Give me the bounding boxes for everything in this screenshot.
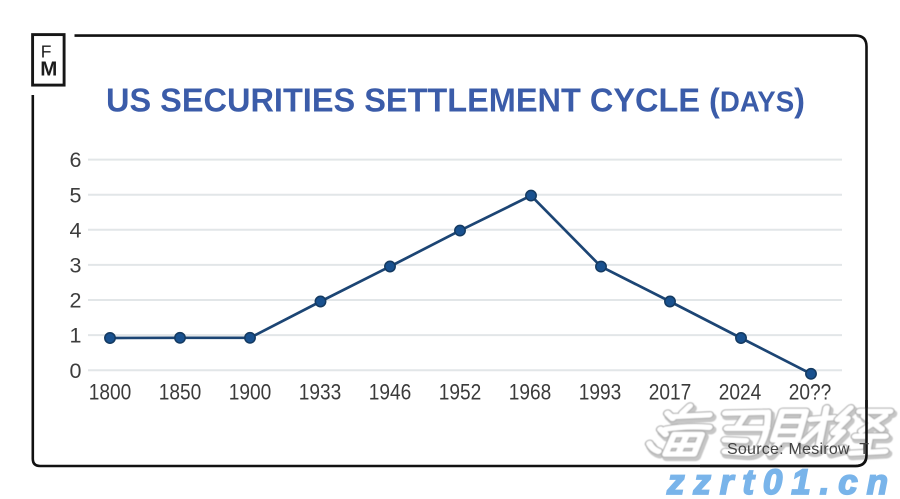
svg-text:3: 3: [70, 254, 82, 278]
svg-text:1: 1: [70, 324, 82, 348]
svg-text:1900: 1900: [229, 380, 272, 405]
svg-text:1968: 1968: [509, 380, 552, 405]
svg-text:1933: 1933: [299, 380, 342, 405]
svg-text:zzrt01.cn: zzrt01.cn: [666, 463, 888, 499]
svg-text:6: 6: [70, 148, 82, 172]
svg-text:2017: 2017: [649, 380, 692, 405]
svg-text:M: M: [40, 57, 57, 80]
svg-text:2024: 2024: [719, 380, 762, 405]
svg-text:US SECURITIES SETTLEMENT CYCLE: US SECURITIES SETTLEMENT CYCLE (DAYS): [106, 82, 805, 119]
svg-text:1800: 1800: [89, 380, 132, 405]
svg-text:4: 4: [70, 218, 82, 242]
svg-text:1946: 1946: [369, 380, 412, 405]
svg-text:F: F: [41, 42, 52, 62]
svg-text:1993: 1993: [579, 380, 622, 405]
svg-text:20??: 20??: [789, 380, 832, 405]
svg-text:Source: Mesirow T: Source: Mesirow T: [727, 441, 869, 458]
svg-text:0: 0: [70, 359, 82, 383]
svg-text:2: 2: [70, 289, 82, 313]
svg-text:1850: 1850: [159, 380, 202, 405]
svg-text:1952: 1952: [439, 380, 482, 405]
svg-text:5: 5: [70, 183, 82, 207]
